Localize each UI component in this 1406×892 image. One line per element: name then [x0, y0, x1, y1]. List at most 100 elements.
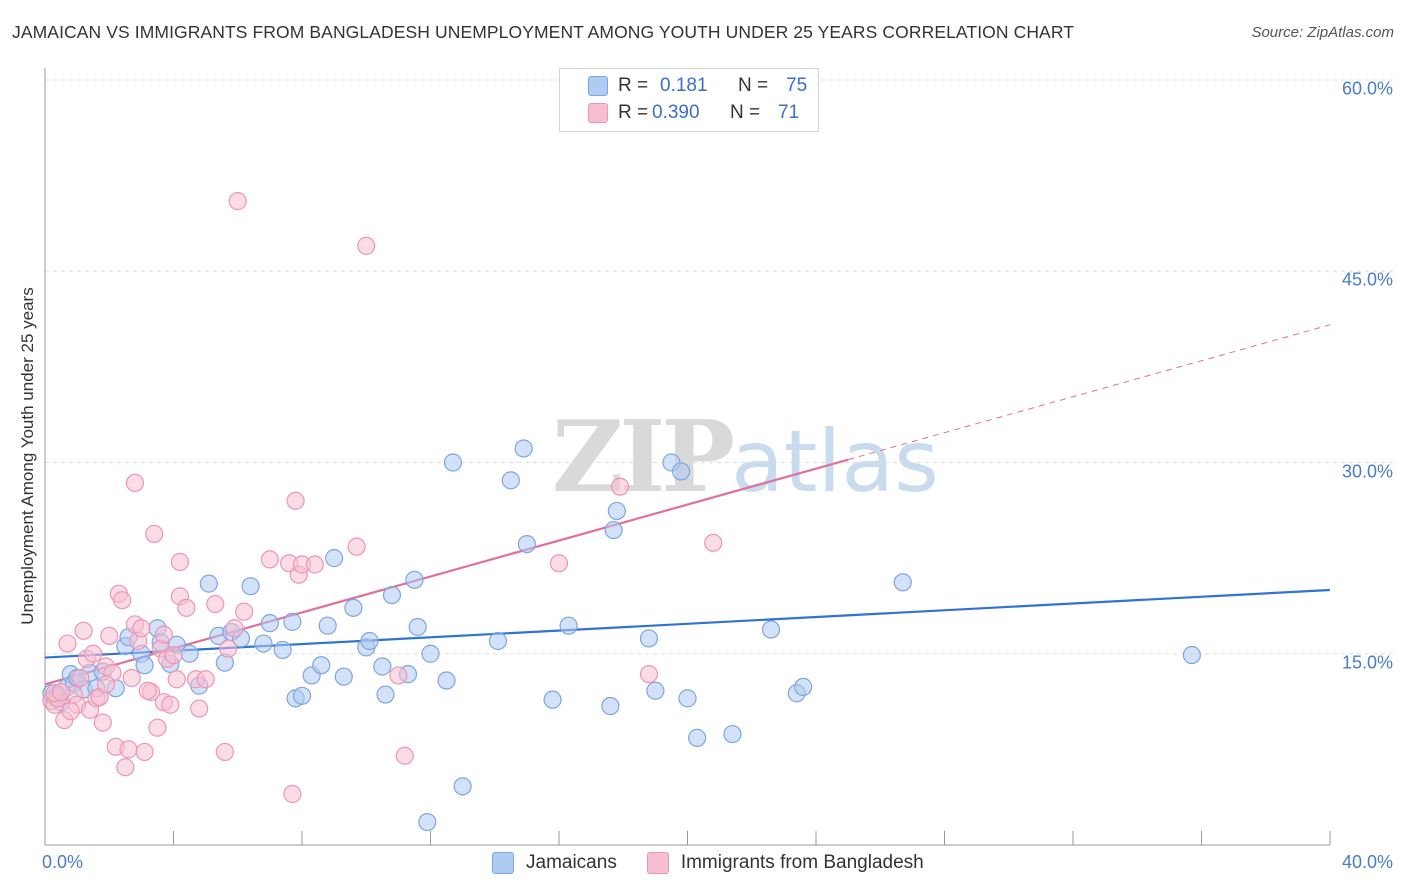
bangladesh-legend-swatch: [646, 852, 669, 874]
bangladesh-point: [196, 670, 215, 689]
n-value: 75: [786, 75, 808, 96]
bangladesh-point: [148, 718, 167, 737]
legend-label-bangladesh: Immigrants from Bangladesh: [680, 852, 924, 873]
jamaicans-point: [514, 439, 533, 458]
jamaicans-point: [292, 686, 312, 705]
jamaicans-point: [312, 656, 331, 675]
bangladesh-point: [549, 554, 569, 573]
jamaicans-point: [254, 634, 273, 653]
jamaicans-point: [607, 501, 626, 521]
jamaicans-point: [382, 585, 402, 605]
jamaicans-point: [723, 724, 742, 744]
jamaicans-point: [893, 573, 912, 592]
bangladesh-swatch: [588, 103, 608, 123]
jamaicans-point: [421, 644, 440, 663]
jamaicans-point: [418, 812, 437, 832]
n-label: N =: [730, 102, 761, 123]
bangladesh-point: [84, 644, 103, 663]
bangladesh-point: [138, 681, 157, 700]
r-value: 0.390: [652, 102, 700, 123]
n-label: N =: [738, 75, 769, 96]
bangladesh-point: [215, 742, 234, 762]
legend-item-jamaicans: Jamaicans: [492, 852, 617, 874]
jamaicans-point: [671, 462, 691, 481]
bangladesh-point: [116, 758, 135, 777]
jamaicans-point: [688, 728, 707, 748]
bangladesh-point: [74, 621, 93, 640]
bangladesh-point: [225, 619, 244, 638]
jamaicans-point: [180, 644, 199, 663]
jamaicans-point: [318, 616, 337, 635]
bangladesh-point: [347, 537, 366, 556]
bangladesh-point: [639, 665, 659, 684]
jamaicans-point: [325, 549, 344, 568]
jamaicans-point: [344, 598, 363, 617]
jamaicans-point: [437, 671, 456, 690]
jamaicans-point: [501, 471, 520, 490]
jamaicans-point: [376, 685, 395, 704]
bangladesh-point: [112, 591, 132, 610]
jamaicans-point: [488, 631, 508, 651]
bangladesh-point: [58, 634, 77, 653]
jamaicans-point: [604, 520, 623, 540]
r-label: R =: [618, 102, 649, 123]
bangladesh-point: [235, 602, 254, 621]
bangladesh-point: [61, 702, 80, 721]
series-legend: Jamaicans Immigrants from Bangladesh: [492, 852, 954, 874]
jamaicans-point: [678, 689, 697, 708]
jamaicans-point: [273, 640, 292, 660]
x-tick-label-max: 40.0%: [1341, 852, 1393, 872]
chart-title: JAMAICAN VS IMMIGRANTS FROM BANGLADESH U…: [12, 22, 1075, 42]
jamaicans-point: [334, 667, 353, 686]
bangladesh-point: [260, 550, 279, 569]
jamaicans-swatch: [588, 76, 608, 96]
jamaicans-point: [794, 677, 813, 697]
n-value: 71: [778, 102, 800, 123]
jamaicans-point: [761, 620, 781, 639]
bangladesh-point: [283, 784, 302, 804]
legend-label-jamaicans: Jamaicans: [526, 852, 617, 873]
jamaicans-point: [601, 696, 620, 716]
x-tick-label-min: 0.0%: [42, 852, 84, 872]
bangladesh-point: [154, 625, 173, 644]
watermark-zip: ZIP: [552, 400, 735, 515]
y-tick-label: 30.0%: [1341, 461, 1393, 481]
bangladesh-point: [71, 668, 90, 688]
y-tick-label: 45.0%: [1341, 269, 1393, 290]
bangladesh-point: [119, 740, 138, 759]
jamaicans-point: [1182, 645, 1201, 665]
jamaicans-point: [646, 681, 665, 700]
bangladesh-point: [286, 491, 305, 510]
jamaicans-point: [199, 574, 218, 593]
bangladesh-point: [100, 626, 119, 646]
stats-legend: R = 0.181 N = 75 R = 0.390 N = 71: [559, 68, 819, 132]
jamaicans-point: [408, 617, 427, 637]
bangladesh-point: [206, 594, 225, 614]
jamaicans-point: [241, 577, 260, 596]
jamaicans-point: [543, 690, 562, 709]
y-tick-label: 15.0%: [1341, 652, 1393, 673]
bangladesh-point: [190, 699, 209, 718]
bangladesh-point: [610, 477, 630, 496]
bangladesh-point: [167, 670, 186, 689]
r-value: 0.181: [660, 75, 708, 96]
y-tick-label: 60.0%: [1341, 78, 1393, 99]
bangladesh-point: [96, 675, 116, 694]
grid-lines: [45, 79, 1395, 655]
bangladesh-point: [164, 645, 183, 665]
bangladesh-point: [395, 746, 414, 765]
bangladesh-trend-extension: [847, 324, 1331, 461]
source-credit: Source: ZipAtlas.com: [1251, 24, 1394, 41]
bangladesh-point: [357, 236, 376, 255]
bangladesh-point: [228, 192, 247, 211]
jamaicans-point: [453, 777, 472, 796]
bangladesh-point: [170, 552, 190, 572]
bangladesh-point: [219, 639, 238, 658]
r-label: R =: [618, 75, 649, 96]
jamaicans-point: [373, 657, 392, 676]
bangladesh-point: [161, 695, 180, 714]
bangladesh-point: [389, 666, 408, 685]
jamaicans-point: [517, 534, 536, 554]
jamaicans-point: [443, 453, 463, 472]
